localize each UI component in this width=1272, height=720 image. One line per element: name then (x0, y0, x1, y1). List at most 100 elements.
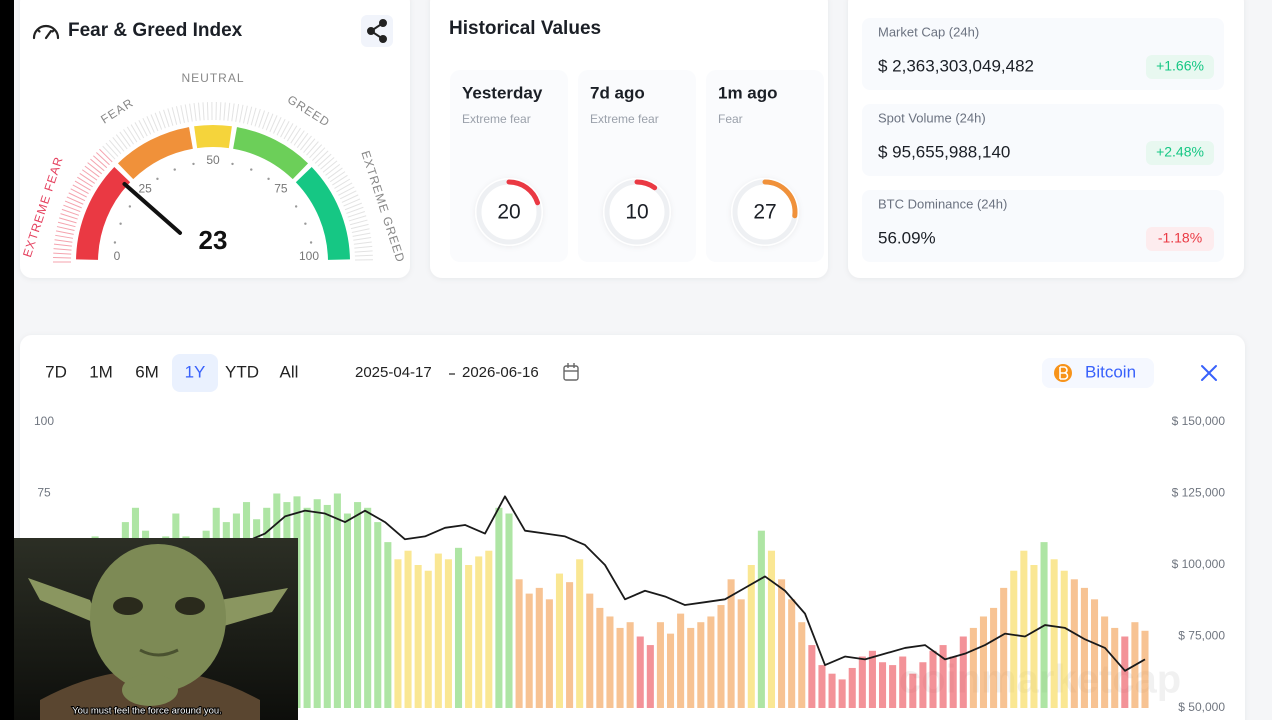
coin-name: Bitcoin (1085, 362, 1136, 381)
range-active-bg[interactable] (172, 354, 218, 392)
bar (1090, 599, 1099, 708)
hatch (53, 257, 72, 259)
range-button[interactable]: YTD (225, 362, 259, 381)
gauge-title: Fear & Greed Index (68, 20, 243, 41)
y2-tick-label: $ 75,000 (1178, 629, 1225, 643)
hatch (123, 129, 135, 145)
gauge-dot (156, 177, 159, 181)
ring-bg (731, 178, 799, 246)
history-label: 7d ago (590, 83, 645, 102)
bar (737, 599, 745, 708)
bar (1010, 570, 1018, 708)
market-change: +1.66% (1156, 58, 1204, 74)
history-value: 27 (753, 201, 776, 224)
gauge-dot (173, 168, 176, 171)
hatch (343, 198, 361, 207)
gauge-dot (309, 241, 313, 244)
y2-tick-label: $ 100,000 (1172, 557, 1226, 571)
bar (354, 502, 362, 708)
hatch (77, 176, 93, 188)
bar (374, 522, 382, 708)
hatch (339, 190, 357, 200)
hatch (262, 111, 270, 130)
hatch (171, 107, 178, 125)
bar (1030, 565, 1038, 708)
hatch (163, 109, 170, 128)
bar (757, 530, 765, 708)
hatch (54, 239, 73, 243)
range-button[interactable]: 7D (45, 362, 67, 381)
range-button[interactable]: 1Y (185, 362, 206, 381)
history-status: Extreme fear (590, 112, 659, 126)
ring-progress (762, 179, 798, 219)
bar (727, 579, 735, 708)
hatch (108, 139, 122, 155)
gauge-tick-label: 50 (206, 153, 220, 167)
bar (899, 656, 907, 708)
hatch (219, 102, 222, 121)
gauge-dot (250, 168, 253, 171)
gauge-segment (76, 166, 131, 261)
bar (646, 645, 654, 708)
overlay-image: You must feel the force around you. (14, 538, 298, 720)
coin-chip[interactable]: Bitcoin (1042, 358, 1154, 388)
hatch (175, 106, 182, 124)
hatch (332, 174, 348, 186)
calendar-icon[interactable] (563, 363, 579, 381)
bar (677, 613, 685, 708)
hatch (265, 113, 274, 131)
market-list: Market Cap (24h) $ 2,363,303,049,482 +1.66… (862, 18, 1224, 262)
hatch (93, 155, 108, 169)
hatch (338, 186, 355, 196)
gauge-segment (117, 127, 194, 180)
hatch (154, 112, 163, 130)
change-badge (1146, 227, 1214, 251)
hatch (59, 217, 77, 224)
hatch (306, 141, 319, 156)
hatch (303, 138, 316, 153)
bar (505, 513, 513, 708)
bar (1080, 587, 1088, 708)
bar (606, 616, 614, 708)
hatch (134, 122, 145, 139)
market-change: +2.48% (1156, 144, 1204, 160)
hatch (55, 230, 74, 235)
close-button[interactable] (1201, 365, 1217, 381)
hatch (349, 219, 368, 226)
bar (1050, 559, 1058, 708)
hatch (276, 118, 286, 136)
range-button[interactable]: 1M (89, 362, 113, 381)
hatch (126, 126, 138, 143)
market-item (862, 190, 1224, 262)
date-to: 2026-06-16 (462, 364, 539, 381)
coin-chip-bg[interactable] (1042, 358, 1154, 388)
hatch (300, 135, 312, 151)
gauge-tick-label: 25 (138, 181, 152, 195)
hatch (334, 178, 351, 189)
hatch (350, 223, 369, 230)
bar (878, 662, 887, 708)
eye-right (175, 597, 205, 615)
hatch (198, 102, 201, 121)
bar (959, 636, 967, 708)
gauge-dot (267, 177, 270, 181)
share-bg[interactable] (361, 15, 393, 47)
market-value: $ 95,655,988,140 (878, 142, 1010, 161)
hatch (167, 108, 174, 126)
share-button[interactable] (361, 15, 393, 47)
hatch (293, 130, 305, 146)
range-button[interactable]: All (280, 362, 299, 381)
hatch (223, 102, 226, 121)
hatch (347, 211, 365, 218)
hatch (96, 152, 110, 166)
hatch (57, 221, 76, 228)
range-button[interactable]: 6M (135, 362, 159, 381)
bar (1121, 636, 1129, 708)
bar (889, 665, 897, 708)
hatch (56, 226, 75, 232)
hatch (348, 215, 367, 222)
hatch (354, 254, 373, 257)
gauge-zone-label: NEUTRAL (181, 71, 244, 85)
